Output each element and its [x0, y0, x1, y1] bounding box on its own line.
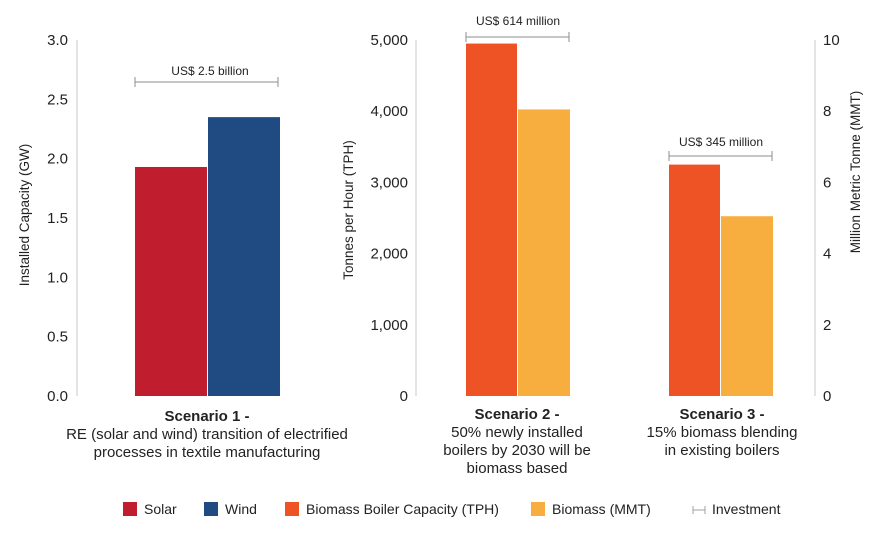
gw-tick-0: 0.0: [47, 388, 68, 405]
legend-swatch-biomass: [531, 502, 545, 516]
legend-label-wind: Wind: [225, 501, 257, 517]
investment-marker-scenario1: [134, 77, 279, 87]
bar-scenario3-biomass: [721, 216, 773, 396]
legend-swatch-solar: [123, 502, 137, 516]
gw-tick-1: 0.5: [47, 329, 68, 346]
legend-label-investment: Investment: [712, 501, 781, 517]
scenario3-desc-line2: in existing boilers: [664, 442, 779, 459]
investment-label-scenario1: US$ 2.5 billion: [171, 64, 248, 78]
gw-tick-5: 2.5: [47, 91, 68, 108]
mmt-tick-2: 4: [823, 246, 831, 263]
mmt-tick-3: 6: [823, 174, 831, 191]
scenario3-desc-line1: 15% biomass blending: [647, 424, 798, 441]
scenario2-title: Scenario 2 -: [474, 406, 559, 423]
scenario2-desc-line2: boilers by 2030 will be: [443, 442, 591, 459]
legend-label-boiler-capacity: Biomass Boiler Capacity (TPH): [306, 501, 499, 517]
y-axis-title-tph: Tonnes per Hour (TPH): [341, 140, 356, 280]
tph-tick-1: 1,000: [370, 317, 408, 334]
scenario1-desc-line1: RE (solar and wind) transition of electr…: [66, 426, 348, 443]
y-axis-title-gw: Installed Capacity (GW): [17, 144, 32, 287]
mmt-tick-1: 2: [823, 317, 831, 334]
investment-marker-scenario2: [465, 32, 570, 42]
mmt-tick-0: 0: [823, 388, 831, 405]
scenario1-desc-line2: processes in textile manufacturing: [94, 444, 321, 461]
gw-tick-3: 1.5: [47, 210, 68, 227]
legend-label-solar: Solar: [144, 501, 177, 517]
bar-scenario1-wind: [208, 117, 280, 396]
y-ticks-gw: 0.0 0.5 1.0 1.5 2.0 2.5 3.0: [47, 32, 68, 405]
gw-tick-2: 1.0: [47, 269, 68, 286]
scenario1-title: Scenario 1 -: [164, 408, 249, 425]
mmt-tick-5: 10: [823, 32, 840, 49]
bar-scenario2-biomass: [518, 109, 570, 397]
bar-scenario1-solar: [135, 166, 207, 396]
legend-swatch-boiler-capacity: [285, 502, 299, 516]
y-ticks-tph: 0 1,000 2,000 3,000 4,000 5,000: [370, 32, 408, 405]
legend-swatch-wind: [204, 502, 218, 516]
scenario2-desc-line3: biomass based: [467, 460, 568, 477]
bar-scenario3-boiler-capacity: [669, 164, 720, 396]
tph-tick-5: 5,000: [370, 32, 408, 49]
legend: Solar Wind Biomass Boiler Capacity (TPH)…: [123, 501, 781, 517]
tph-tick-0: 0: [400, 388, 408, 405]
investment-label-scenario2: US$ 614 million: [476, 14, 560, 28]
scenario3-title: Scenario 3 -: [679, 406, 764, 423]
scenario2-desc-line1: 50% newly installed: [451, 424, 583, 441]
gw-tick-6: 3.0: [47, 32, 68, 49]
y-axis-title-mmt: Million Metric Tonne (MMT): [848, 91, 863, 254]
bar-scenario2-boiler-capacity: [466, 43, 517, 397]
gw-tick-4: 2.0: [47, 151, 68, 168]
legend-label-biomass: Biomass (MMT): [552, 501, 651, 517]
tph-tick-2: 2,000: [370, 246, 408, 263]
tph-tick-3: 3,000: [370, 174, 408, 191]
investment-marker-scenario3: [668, 151, 773, 161]
investment-label-scenario3: US$ 345 million: [679, 135, 763, 149]
legend-investment-icon: [692, 506, 706, 514]
tph-tick-4: 4,000: [370, 103, 408, 120]
mmt-tick-4: 8: [823, 103, 831, 120]
y-ticks-mmt: 0 2 4 6 8 10: [823, 32, 840, 405]
